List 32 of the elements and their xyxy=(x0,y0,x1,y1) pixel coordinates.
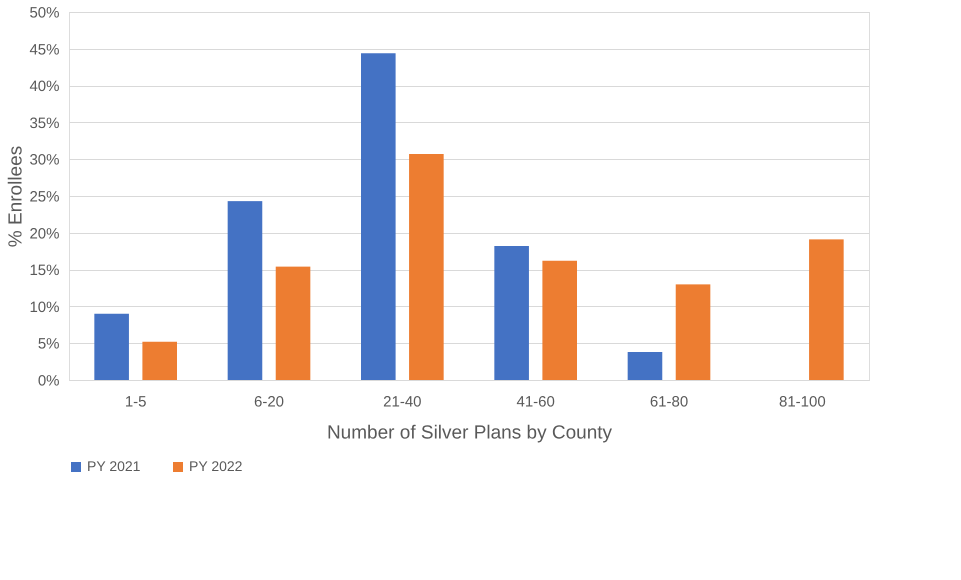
x-tick-label: 21-40 xyxy=(383,394,422,410)
y-tick-label: 0% xyxy=(38,372,60,390)
y-tick-label: 5% xyxy=(38,336,60,353)
x-tick-label: 41-60 xyxy=(516,394,555,410)
bar xyxy=(494,246,529,380)
bar xyxy=(361,53,396,380)
y-tick-label: 40% xyxy=(29,78,60,96)
bar xyxy=(276,266,310,380)
bar xyxy=(628,352,662,380)
legend-label: PY 2021 xyxy=(87,458,141,474)
x-axis-title: Number of Silver Plans by County xyxy=(326,422,613,444)
bar xyxy=(409,154,444,380)
y-tick-label: 50% xyxy=(29,4,60,22)
y-tick-label: 10% xyxy=(29,298,60,316)
x-tick-label: 1-5 xyxy=(124,394,147,410)
y-axis-title: % Enrollees xyxy=(5,146,26,248)
y-tick-label: 20% xyxy=(29,225,60,242)
bar xyxy=(142,342,177,380)
bar xyxy=(676,284,710,380)
bar xyxy=(228,201,262,380)
x-tick-label: 6-20 xyxy=(254,394,284,410)
x-tick-label: 61-80 xyxy=(650,394,688,410)
bar xyxy=(94,314,129,380)
y-tick-label: 45% xyxy=(29,41,60,58)
y-tick-label: 35% xyxy=(29,114,60,132)
x-tick-label: 81-100 xyxy=(778,394,826,410)
bar xyxy=(809,239,844,380)
y-tick-label: 15% xyxy=(29,262,60,280)
legend-label: PY 2022 xyxy=(189,458,243,474)
y-tick-label: 25% xyxy=(29,188,60,206)
bar xyxy=(542,260,577,380)
y-tick-label: 30% xyxy=(29,152,60,169)
